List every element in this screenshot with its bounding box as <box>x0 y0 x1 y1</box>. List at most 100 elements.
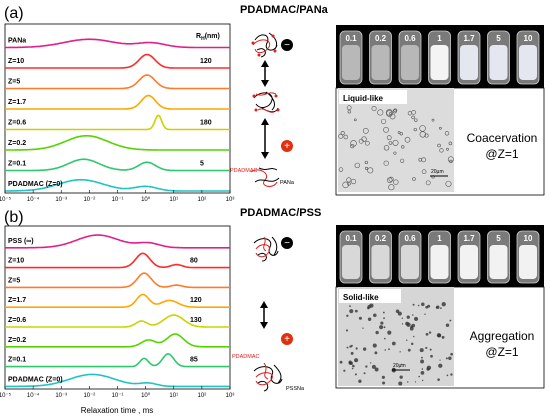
plus-sign-icon <box>281 140 293 152</box>
series-curve <box>5 135 230 151</box>
panel-a-title: PDADMAC/PANa <box>240 4 329 16</box>
panel-b-result-line1: Aggregation <box>470 329 535 343</box>
aggregate <box>405 321 409 326</box>
double-arrow-icon <box>261 60 269 87</box>
series-curve <box>5 314 230 328</box>
series-label: PDADMAC (Z=0) <box>8 376 63 383</box>
droplet <box>421 169 427 175</box>
aggregate <box>400 363 403 366</box>
aggregate <box>374 351 378 355</box>
panel-a-polyanion-label: PANa <box>280 180 295 186</box>
aggregate <box>365 365 368 368</box>
panel-a-rh-header: RH(nm) <box>196 33 220 42</box>
vial-label: 1 <box>437 234 442 243</box>
x-tick-label: 10⁻² <box>83 197 95 203</box>
droplet <box>389 113 396 120</box>
aggregate <box>425 346 428 350</box>
x-tick-label: 10² <box>198 197 207 203</box>
x-tick-label: 10² <box>198 393 207 399</box>
vial-label: 0.6 <box>404 234 416 243</box>
droplet <box>412 177 416 181</box>
panel-b-plot: PSS (∞) Z=10 80 Z=5 Z=1.7 120 Z=0.6 130 Z=0.2 Z=0… <box>0 234 234 399</box>
x-tick-label: 10⁰ <box>141 196 151 203</box>
aggregate <box>429 348 432 351</box>
aggregate <box>419 348 424 353</box>
aggregate <box>421 379 424 382</box>
aggregate <box>367 317 372 321</box>
droplet <box>365 140 370 146</box>
series-rh-value: 5 <box>200 161 204 168</box>
vial-liquid <box>401 245 419 279</box>
aggregate <box>450 352 453 356</box>
aggregate <box>384 349 386 351</box>
polymer-coil-icon <box>251 32 278 58</box>
series-label: Z=5 <box>8 79 20 86</box>
aggregate <box>430 354 433 358</box>
droplet <box>425 180 431 186</box>
aggregate <box>420 370 425 375</box>
droplet <box>419 131 426 138</box>
aggregate <box>379 325 384 330</box>
aggregate <box>387 330 392 335</box>
series-curve <box>5 38 230 49</box>
droplet <box>401 145 405 149</box>
aggregate <box>437 378 440 381</box>
series-label: Z=0.6 <box>8 317 26 324</box>
aggregate <box>413 316 419 322</box>
aggregate <box>349 345 352 348</box>
vial-liquid <box>519 45 537 80</box>
droplet <box>377 109 384 116</box>
droplet <box>388 141 393 145</box>
aggregate <box>339 360 343 364</box>
svg-text:−: − <box>284 40 290 51</box>
aggregate <box>381 375 385 379</box>
aggregate <box>346 314 349 317</box>
droplet <box>342 181 349 189</box>
droplet <box>367 167 374 174</box>
aggregate <box>417 304 420 307</box>
aggregate <box>362 347 367 351</box>
aggregate <box>414 381 417 383</box>
series-label: Z=0.1 <box>8 161 26 168</box>
series-rh-value: 80 <box>190 258 198 265</box>
series-curve <box>5 234 230 249</box>
droplet <box>346 177 352 183</box>
aggregate <box>407 381 409 383</box>
vial-label: 10 <box>524 234 533 243</box>
vial-label: 0.1 <box>345 34 357 43</box>
x-tick-label: 10⁻³ <box>55 393 67 399</box>
series-label: PSS (∞) <box>8 238 34 245</box>
droplet <box>447 156 454 163</box>
aggregate <box>436 333 442 338</box>
droplet <box>350 178 357 185</box>
panel-b-scalebar-label: 20µm <box>393 363 406 369</box>
series-label: Z=0.2 <box>8 337 26 344</box>
aggregate <box>384 337 386 340</box>
aggregate <box>421 368 424 370</box>
aggregate <box>354 373 357 376</box>
aggregate <box>352 364 355 368</box>
aggregate <box>439 359 441 361</box>
svg-text:+: + <box>284 334 290 345</box>
panel-a-result-line2: @Z=1 <box>485 147 519 161</box>
series-curve <box>5 272 230 289</box>
series-label: Z=5 <box>8 277 20 284</box>
aggregate <box>375 330 379 335</box>
panel-a-droplets <box>338 105 454 191</box>
series-curve <box>5 53 230 69</box>
droplet <box>414 118 418 122</box>
vial-liquid <box>342 45 360 80</box>
aggregate <box>424 313 426 315</box>
aggregate <box>410 342 414 346</box>
aggregate <box>346 346 349 349</box>
minus-sign-icon <box>281 39 293 51</box>
aggregate <box>426 365 432 370</box>
aggregate <box>411 323 416 328</box>
droplet <box>439 148 444 153</box>
aggregate <box>412 335 415 338</box>
series-curve <box>5 352 230 368</box>
vial-liquid <box>342 245 360 279</box>
panel-a-vials: 0.1 0.2 0.6 1 1.7 5 10 <box>339 30 540 85</box>
x-tick-label: 10⁻⁵ <box>0 196 12 203</box>
